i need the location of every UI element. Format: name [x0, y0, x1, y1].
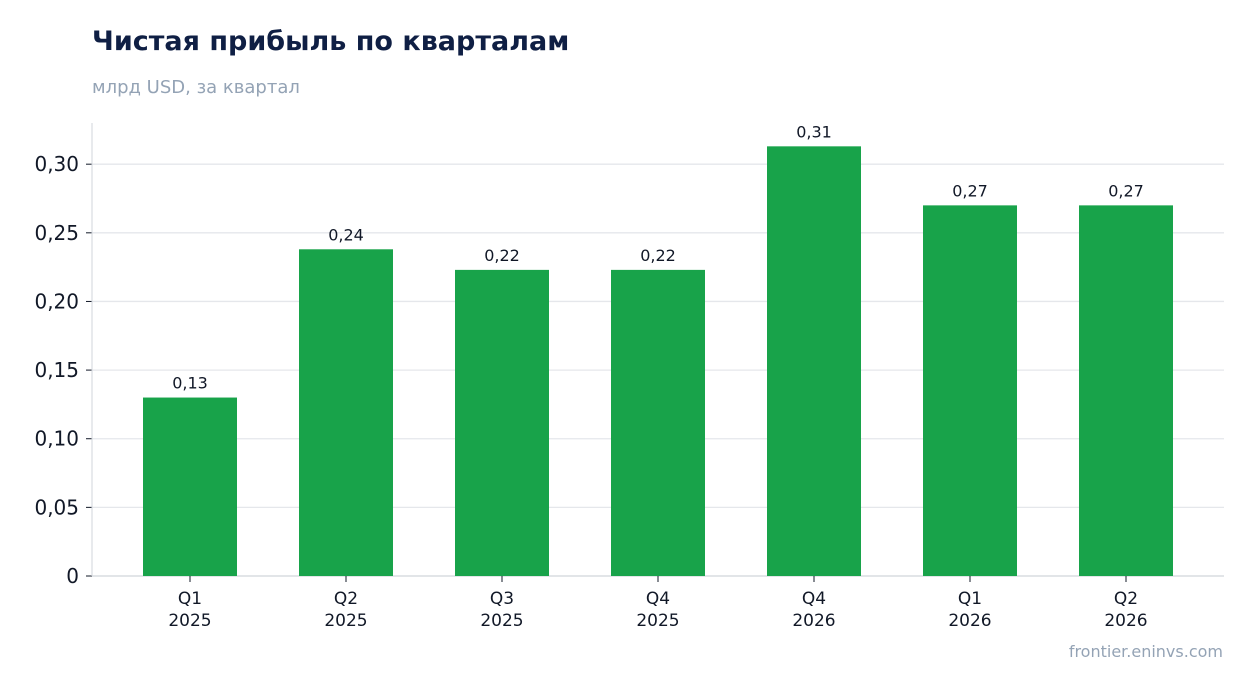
x-tick-label: Q2	[1114, 589, 1138, 609]
x-tick-label: Q4	[802, 589, 826, 609]
x-tick-label: Q1	[178, 589, 202, 609]
data-label: 0,27	[1108, 181, 1144, 200]
y-tick-label: 0,25	[34, 221, 79, 245]
bar	[143, 397, 237, 576]
y-tick-label: 0,15	[34, 358, 79, 382]
data-label: 0,22	[484, 246, 520, 265]
bar	[611, 269, 705, 576]
bar	[455, 269, 549, 576]
bar	[1079, 205, 1173, 576]
bars	[143, 146, 1173, 577]
labels: 0,13Q120250,24Q220250,22Q320250,22Q42025…	[168, 122, 1147, 631]
data-label: 0,22	[640, 246, 676, 265]
chart-title: Чистая прибыль по кварталам	[92, 26, 570, 57]
bar	[767, 146, 861, 576]
y-tick-label: 0,05	[34, 495, 79, 519]
y-tick-label: 0,20	[34, 289, 79, 313]
data-label: 0,31	[796, 122, 832, 141]
x-tick-label: 2025	[324, 611, 367, 631]
x-tick-label: 2025	[480, 611, 523, 631]
y-tick-label: 0,30	[34, 152, 79, 176]
data-label: 0,24	[328, 225, 364, 244]
x-tick-label: Q3	[490, 589, 514, 609]
x-tick-label: 2026	[948, 611, 991, 631]
bar	[299, 249, 393, 577]
x-tick-label: 2025	[636, 611, 679, 631]
x-tick-label: 2026	[1104, 611, 1147, 631]
y-tick-label: 0,10	[34, 427, 79, 451]
x-tick-label: 2026	[792, 611, 835, 631]
chart-subtitle: млрд USD, за квартал	[92, 77, 300, 98]
data-label: 0,13	[172, 374, 208, 393]
x-tick-label: Q2	[334, 589, 358, 609]
x-tick-label: 2025	[168, 611, 211, 631]
y-tick-label: 0	[66, 564, 79, 588]
x-tick-label: Q1	[958, 589, 982, 609]
source-credit: frontier.eninvs.com	[1068, 642, 1223, 661]
data-label: 0,27	[952, 181, 988, 200]
x-tick-label: Q4	[646, 589, 670, 609]
bar	[923, 205, 1017, 576]
